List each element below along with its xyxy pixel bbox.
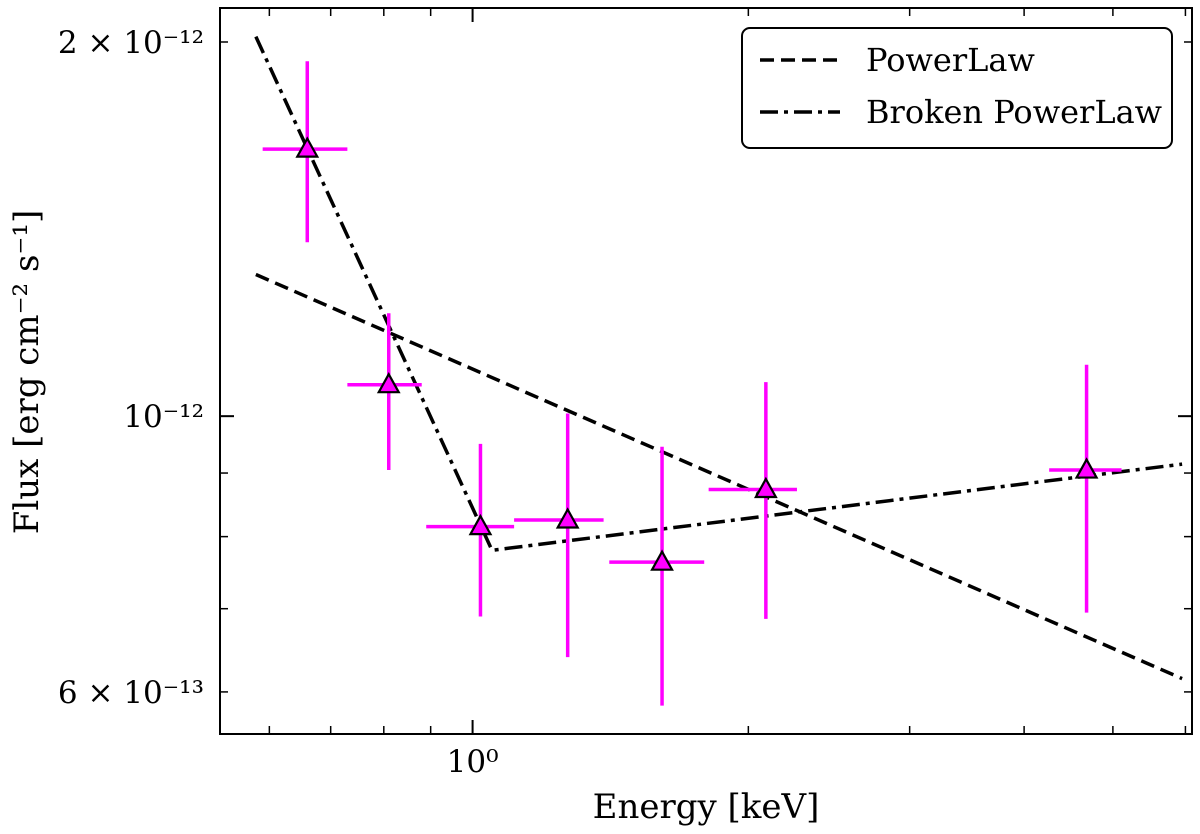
data-point-marker bbox=[753, 476, 778, 499]
powerlaw-line bbox=[255, 272, 1183, 681]
legend: PowerLaw Broken PowerLaw bbox=[741, 27, 1173, 149]
x-axis-label: Energy [keV] bbox=[593, 787, 820, 827]
y-tick-label: 2 × 10⁻¹² bbox=[58, 25, 204, 61]
plot-frame bbox=[219, 7, 1193, 735]
legend-powerlaw-label: PowerLaw bbox=[866, 41, 1035, 79]
x-tick-label: 10⁰ bbox=[447, 744, 499, 780]
data-point-marker bbox=[1074, 457, 1099, 479]
legend-box bbox=[741, 27, 1173, 149]
y-tick-label: 10⁻¹² bbox=[123, 399, 204, 435]
data-point-marker bbox=[376, 371, 401, 394]
series-layer bbox=[254, 35, 1183, 706]
y-axis-label: Flux [erg cm⁻² s⁻¹] bbox=[7, 210, 47, 535]
data-point-marker bbox=[468, 513, 493, 536]
y-tick-label: 6 × 10⁻¹³ bbox=[58, 675, 204, 711]
data-point-marker bbox=[295, 136, 320, 158]
data-point-marker bbox=[555, 507, 580, 529]
tick-layer: 10⁰ 10⁻¹² 6 × 10⁻¹³ 2 × 10⁻¹² bbox=[58, 8, 1192, 780]
data-point-marker bbox=[650, 549, 674, 571]
legend-broken-powerlaw-label: Broken PowerLaw bbox=[866, 93, 1162, 131]
broken-powerlaw-line bbox=[254, 35, 1183, 553]
